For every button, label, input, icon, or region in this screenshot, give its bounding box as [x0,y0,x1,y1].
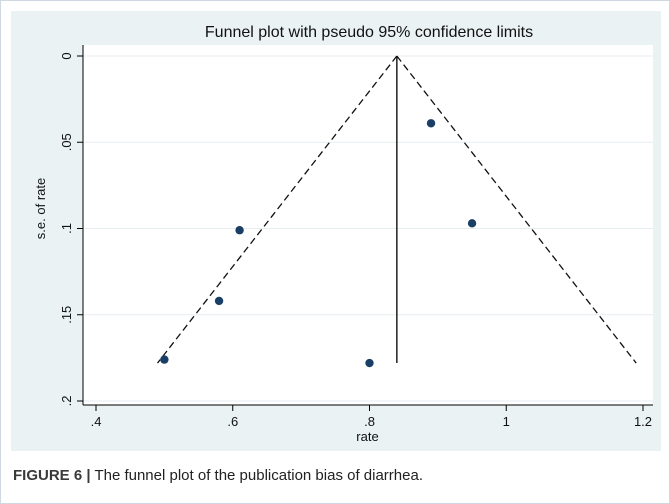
caption-text: The funnel plot of the publication bias … [90,467,423,484]
data-point-4 [160,355,169,364]
y-tick-label-3: .15 [59,306,74,324]
x-tick-label-4: 1.2 [634,414,652,429]
y-tick-label-0: 0 [59,52,74,59]
plot-area: Funnel plot with pseudo 95% confidence l… [11,11,661,451]
chart-title: Funnel plot with pseudo 95% confidence l… [205,24,533,41]
y-tick-label-1: .05 [59,133,74,151]
figure-caption: FIGURE 6 | The funnel plot of the public… [13,467,653,484]
funnel-plot: Funnel plot with pseudo 95% confidence l… [33,24,653,444]
x-tick-label-0: .4 [91,414,102,429]
x-tick-label-1: .6 [227,414,238,429]
data-point-5 [365,358,374,368]
data-point-0 [426,119,436,128]
plot-panel [83,45,653,405]
x-tick-label-3: 1 [503,414,510,429]
y-tick-label-2: .1 [59,223,74,234]
y-axis-label: s.e. of rate [33,178,48,239]
ci-line-1 [396,55,637,364]
caption-label: FIGURE 6 | [13,467,91,484]
data-point-1 [467,219,477,228]
data-point-3 [214,296,224,306]
x-axis-label: rate [356,429,378,444]
ci-line-0 [157,55,398,364]
y-tick-label-4: .2 [59,396,74,407]
data-point-2 [235,226,244,235]
x-tick-label-2: .8 [364,414,375,429]
